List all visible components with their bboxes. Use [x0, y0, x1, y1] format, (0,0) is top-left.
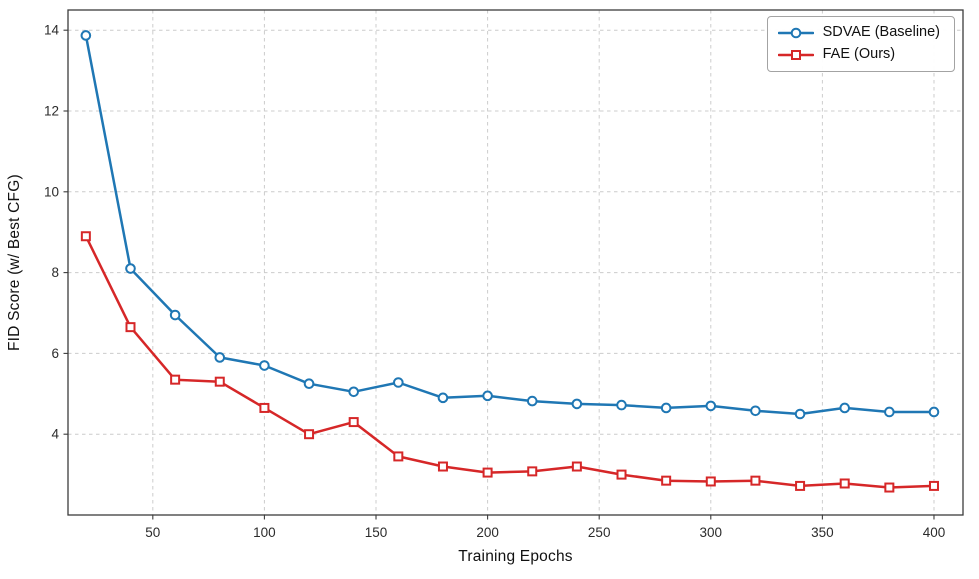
x-tick-label: 400 — [923, 525, 946, 540]
data-point-marker — [437, 461, 448, 472]
data-point-marker — [660, 402, 672, 414]
y-tick-label: 12 — [44, 104, 59, 119]
data-point-marker — [750, 475, 761, 486]
data-point-marker — [482, 390, 493, 402]
y-tick-label: 10 — [44, 184, 59, 199]
series-line-0 — [84, 34, 936, 416]
data-point-marker — [259, 402, 270, 413]
data-point-marker — [661, 475, 672, 486]
x-tick-label: 350 — [811, 525, 834, 540]
legend-item-sdvae-baseline: SDVAE (Baseline) — [777, 24, 940, 41]
data-point-marker — [437, 392, 449, 404]
data-point-marker — [304, 429, 315, 440]
legend-item-fae-ours: FAE (Ours) — [777, 46, 940, 63]
y-tick-label: 8 — [51, 265, 59, 280]
data-point-marker — [259, 360, 270, 371]
legend-square-marker-icon — [777, 50, 814, 60]
x-tick-label: 250 — [588, 525, 611, 540]
data-point-marker — [795, 480, 806, 491]
data-point-marker — [928, 480, 939, 491]
data-point-marker — [393, 377, 404, 388]
data-point-marker — [571, 398, 583, 410]
data-point-marker — [571, 461, 582, 472]
data-point-marker — [527, 466, 538, 477]
data-point-marker — [616, 469, 627, 480]
x-tick-label: 200 — [476, 525, 499, 540]
x-tick-label: 50 — [145, 525, 160, 540]
x-tick-label: 150 — [365, 525, 388, 540]
x-axis-label: Training Epochs — [458, 548, 573, 565]
data-point-marker — [526, 395, 538, 407]
legend-label-sdvae: SDVAE (Baseline) — [822, 24, 940, 41]
data-point-marker — [169, 309, 181, 321]
data-point-marker — [125, 322, 136, 333]
legend: SDVAE (Baseline) FAE (Ours) — [766, 16, 955, 72]
data-point-marker — [80, 231, 91, 242]
data-point-marker — [348, 386, 359, 398]
data-point-marker — [214, 376, 225, 387]
data-point-marker — [794, 408, 806, 420]
data-point-marker — [348, 417, 359, 428]
y-tick-label: 14 — [44, 23, 60, 38]
data-point-marker — [393, 451, 404, 462]
x-tick-label: 100 — [253, 525, 276, 540]
data-point-marker — [839, 402, 851, 414]
data-point-marker — [839, 478, 850, 489]
data-point-marker — [705, 476, 716, 487]
data-point-marker — [482, 467, 493, 478]
axes-spines — [67, 9, 964, 516]
data-point-marker — [616, 399, 627, 411]
data-point-marker — [125, 263, 136, 274]
data-point-marker — [705, 400, 717, 412]
data-point-marker — [750, 405, 761, 417]
series-line-1 — [84, 234, 936, 489]
y-tick-label: 6 — [51, 346, 59, 361]
y-axis-label: FID Score (w/ Best CFG) — [6, 174, 23, 351]
legend-circle-marker-icon — [777, 27, 814, 39]
data-point-marker — [884, 406, 895, 418]
data-point-marker — [214, 352, 226, 363]
legend-label-fae: FAE (Ours) — [822, 46, 896, 63]
data-point-marker — [303, 378, 315, 390]
data-point-marker — [170, 374, 181, 385]
data-point-marker — [928, 406, 940, 418]
x-tick-label: 300 — [700, 525, 723, 540]
data-point-marker — [884, 482, 895, 493]
data-point-marker — [80, 30, 92, 41]
y-tick-label: 4 — [51, 427, 59, 442]
